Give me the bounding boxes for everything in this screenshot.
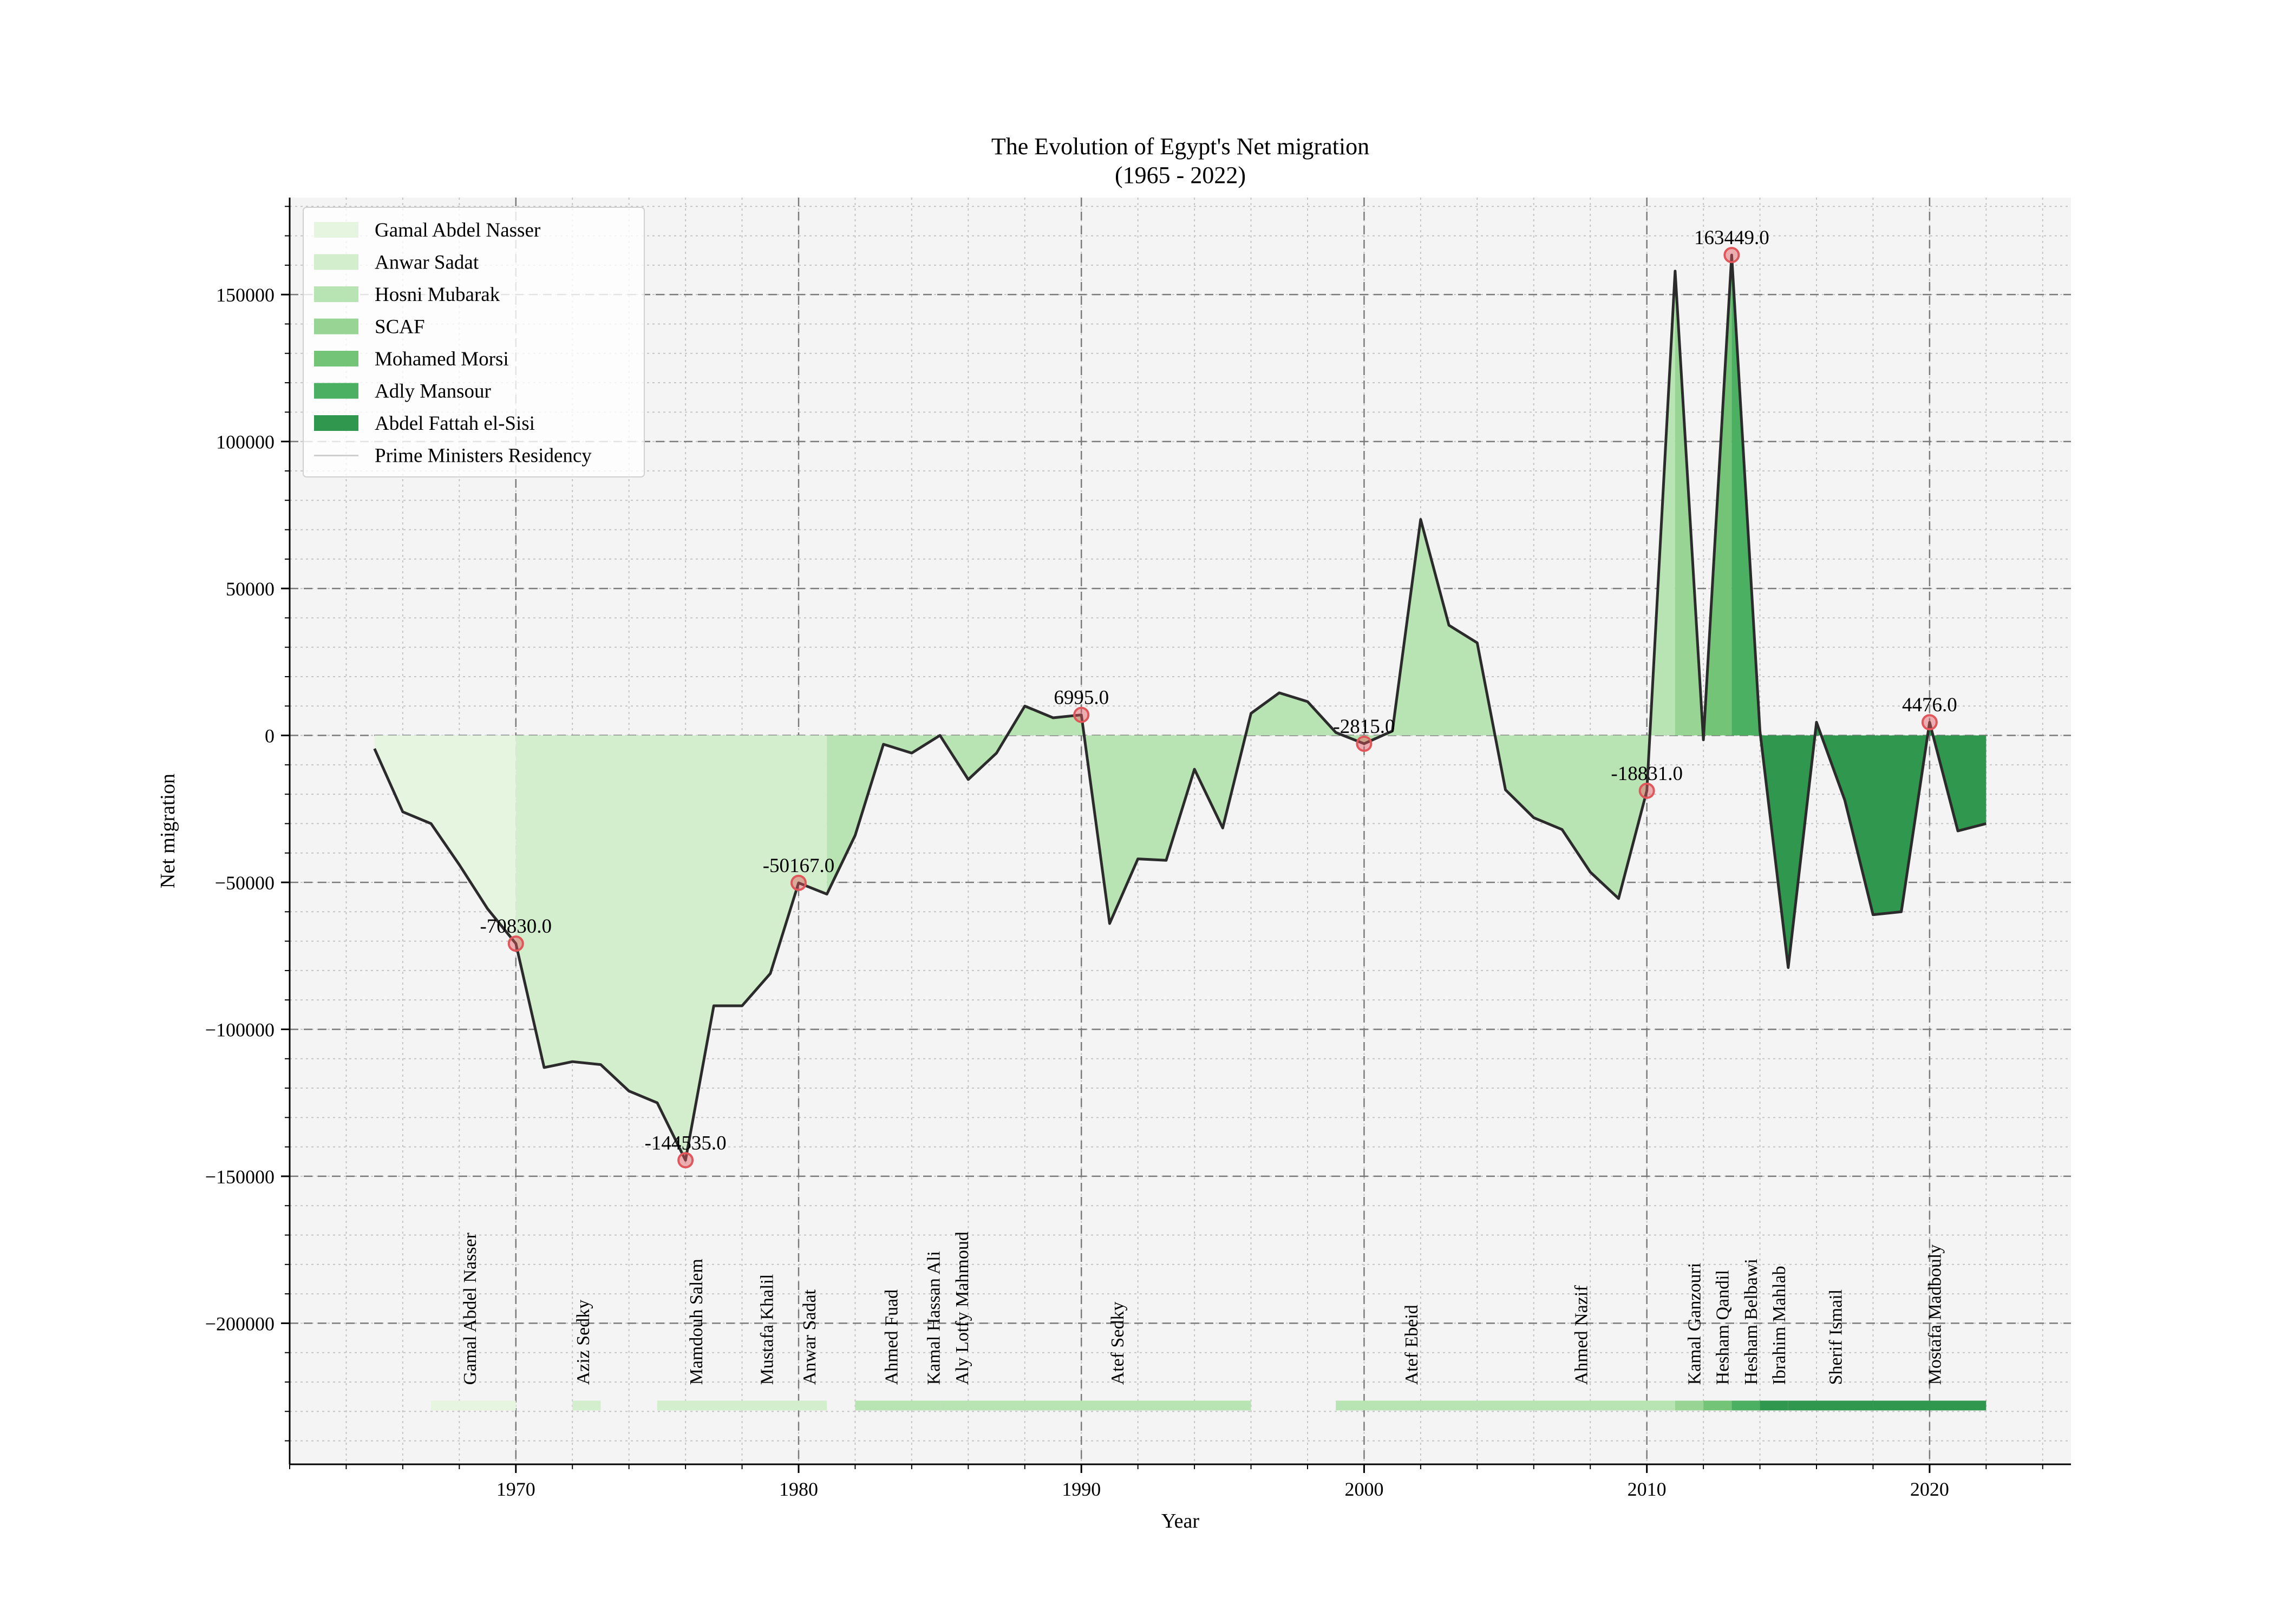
x-tick-label: 2020 — [1910, 1478, 1949, 1500]
president-fill — [827, 271, 1675, 924]
legend-swatch — [314, 286, 358, 302]
prime-minister-label: Aziz Sedky — [573, 1300, 593, 1385]
y-tick-label: −150000 — [205, 1166, 275, 1188]
x-tick-label: 1990 — [1062, 1478, 1101, 1500]
annotation-label: 163449.0 — [1694, 227, 1769, 249]
prime-minister-bar — [799, 1400, 827, 1411]
prime-minister-bar — [1760, 1400, 1788, 1411]
axes — [289, 198, 2071, 1465]
legend-swatch — [314, 318, 358, 335]
prime-minister-bar — [1675, 1400, 1704, 1411]
prime-minister-bar — [1731, 1400, 1760, 1411]
prime-minister-label: Atef Ebeid — [1402, 1305, 1422, 1385]
annotation-marker — [677, 1152, 694, 1169]
net-migration-line — [373, 253, 1987, 1162]
prime-minister-label: Mostafa Madbouly — [1925, 1245, 1945, 1385]
annotation-marker — [507, 935, 524, 952]
legend-label: Adly Mansour — [375, 381, 491, 403]
prime-minister-label: Aly Lotfy Mahmoud — [952, 1232, 972, 1385]
prime-minister-label: Kamal Hassan Ali — [924, 1251, 944, 1385]
president-fill — [515, 735, 827, 1161]
prime-minister-label: Mamdouh Salem — [687, 1259, 707, 1385]
annotation-marker — [1921, 714, 1938, 731]
x-tick-label: 1970 — [496, 1478, 535, 1500]
legend-label: Gamal Abdel Nasser — [375, 219, 540, 241]
prime-minister-label: Anwar Sadat — [800, 1289, 820, 1385]
annotation-marker — [790, 874, 807, 891]
prime-minister-bar — [1336, 1400, 1478, 1411]
prime-minister-bar — [855, 1400, 912, 1411]
legend-swatch — [314, 383, 358, 399]
legend-label: Abdel Fattah el-Sisi — [375, 412, 535, 435]
x-tick-label: 2000 — [1344, 1478, 1383, 1500]
prime-minister-bar — [431, 1400, 516, 1411]
y-tick-label: −100000 — [205, 1019, 275, 1040]
prime-minister-bar — [1477, 1400, 1675, 1411]
prime-minister-label: Ahmed Nazif — [1572, 1285, 1592, 1385]
prime-minister-bar — [968, 1400, 1251, 1411]
legend-swatch — [314, 351, 358, 366]
prime-minister-bar — [1788, 1400, 1873, 1411]
x-tick-label: 1980 — [779, 1478, 818, 1500]
chart-title: The Evolution of Egypt's Net migration — [991, 133, 1369, 160]
president-fill — [1760, 722, 1987, 968]
annotation-label: -144535.0 — [645, 1132, 727, 1154]
prime-minister-label: Hesham Belbawi — [1741, 1259, 1761, 1385]
annotation-label: -70830.0 — [480, 915, 552, 938]
prime-minister-label: Kamal Ganzouri — [1684, 1263, 1704, 1385]
prime-minister-bar — [657, 1400, 742, 1411]
legend-label: Mohamed Morsi — [375, 348, 509, 370]
prime-minister-label: Ibrahim Mahlab — [1769, 1266, 1789, 1385]
prime-minister-label: Ahmed Fuad — [881, 1289, 901, 1385]
prime-minister-bar — [572, 1400, 601, 1411]
y-axis-label: Net migration — [156, 774, 179, 888]
prime-minister-label: Atef Sedky — [1108, 1301, 1128, 1385]
annotation-label: -2815.0 — [1333, 716, 1395, 738]
prime-minister-bars — [431, 1400, 1987, 1411]
annotation-markers — [507, 247, 1938, 1169]
legend-label: Prime Ministers Residency — [375, 445, 592, 467]
y-tick-label: 150000 — [216, 284, 275, 306]
x-axis-label: Year — [1161, 1510, 1199, 1533]
net-migration-line-group — [373, 253, 1987, 1162]
prime-minister-bar — [1703, 1400, 1732, 1411]
annotation-marker — [1723, 247, 1740, 264]
prime-minister-bar — [742, 1400, 799, 1411]
annotation-label: -18831.0 — [1611, 763, 1683, 785]
legend-label: Anwar Sadat — [375, 252, 479, 274]
annotation-label: 6995.0 — [1054, 687, 1109, 709]
legend-swatch — [314, 222, 358, 238]
legend-swatch — [314, 254, 358, 270]
legend-box — [303, 207, 645, 477]
y-tick-label: 100000 — [216, 431, 275, 453]
y-tick-label: 0 — [265, 725, 275, 747]
annotation-labels: -70830.0 -144535.0 -50167.0 6995.0 -2815.0 -1… — [480, 227, 1957, 1154]
annotation-label: -50167.0 — [763, 855, 835, 877]
president-fill — [374, 735, 516, 944]
legend: Gamal Abdel Nasser Anwar Sadat Hosni Mubar… — [303, 207, 645, 477]
y-tick-label: −200000 — [205, 1313, 275, 1334]
annotation-label: 4476.0 — [1902, 694, 1957, 716]
annotation-marker — [1638, 782, 1655, 799]
prime-minister-label: Hesham Qandil — [1713, 1270, 1733, 1385]
annotation-marker — [1073, 706, 1090, 723]
chart-subtitle: (1965 - 2022) — [1115, 162, 1246, 188]
prime-minister-bar — [911, 1400, 940, 1411]
prime-minister-label: Gamal Abdel Nasser — [460, 1232, 480, 1385]
x-tick-label: 2010 — [1628, 1478, 1667, 1500]
y-tick-label: 50000 — [226, 578, 275, 600]
prime-minister-bar — [940, 1400, 969, 1411]
prime-minister-bar — [1873, 1400, 1987, 1411]
axis-ticks: 1970 1980 1990 2000 2010 2020 −200000 −150000 −1… — [205, 206, 2043, 1500]
y-tick-label: −50000 — [215, 872, 275, 894]
prime-minister-label: Sherif Ismail — [1826, 1289, 1846, 1385]
prime-minister-label: Mustafa Khalil — [757, 1274, 777, 1385]
legend-swatch — [314, 415, 358, 431]
annotation-marker — [1356, 735, 1373, 752]
prime-minister-labels: Gamal Abdel Nasser Aziz Sedky Mamdouh Sale… — [460, 1232, 1945, 1385]
legend-label: SCAF — [375, 316, 425, 338]
legend-label: Hosni Mubarak — [375, 284, 500, 306]
